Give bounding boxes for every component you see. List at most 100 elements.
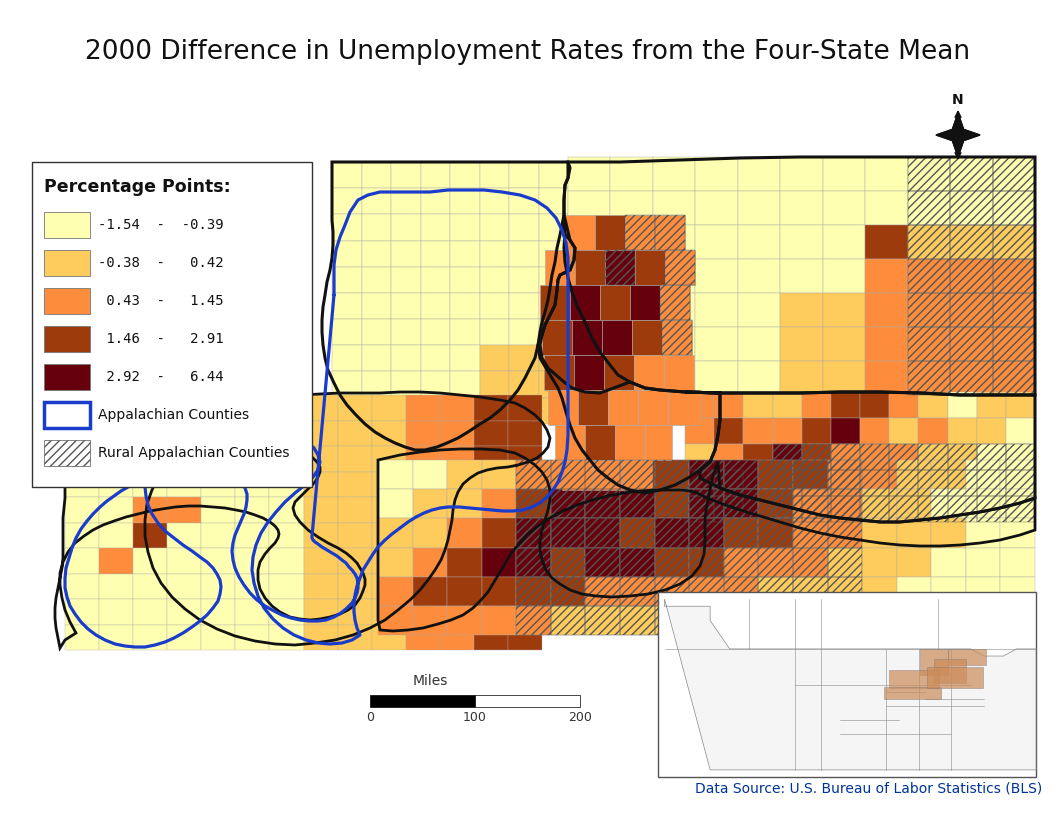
- Bar: [793, 548, 828, 577]
- Bar: [406, 599, 439, 624]
- Text: Miles: Miles: [412, 674, 448, 688]
- Bar: [714, 444, 743, 470]
- Bar: [620, 518, 655, 548]
- Polygon shape: [555, 425, 585, 460]
- Bar: [695, 327, 738, 361]
- Bar: [897, 548, 931, 577]
- Bar: [539, 319, 568, 345]
- Bar: [860, 444, 889, 470]
- Bar: [509, 293, 539, 319]
- Bar: [65, 395, 99, 420]
- Bar: [831, 444, 860, 470]
- Bar: [133, 497, 167, 522]
- Bar: [413, 548, 447, 577]
- Bar: [966, 460, 1000, 489]
- Polygon shape: [665, 250, 695, 285]
- Bar: [65, 472, 99, 497]
- Bar: [993, 327, 1035, 361]
- Bar: [931, 460, 966, 489]
- Bar: [378, 489, 413, 518]
- Bar: [585, 605, 620, 635]
- Bar: [439, 472, 474, 497]
- Bar: [977, 470, 1005, 496]
- Bar: [620, 489, 655, 518]
- Polygon shape: [585, 425, 615, 460]
- Polygon shape: [958, 113, 980, 157]
- Bar: [655, 548, 690, 577]
- Polygon shape: [542, 320, 572, 355]
- Bar: [551, 460, 585, 489]
- Bar: [780, 259, 823, 293]
- Bar: [420, 188, 450, 215]
- Bar: [947, 444, 977, 470]
- Bar: [690, 460, 723, 489]
- Bar: [99, 599, 133, 624]
- Bar: [391, 267, 420, 293]
- Bar: [516, 460, 551, 489]
- Bar: [758, 548, 793, 577]
- Bar: [167, 395, 202, 420]
- Bar: [65, 599, 99, 624]
- Bar: [509, 162, 539, 188]
- Polygon shape: [884, 686, 941, 698]
- Bar: [516, 605, 551, 635]
- Bar: [908, 225, 950, 259]
- Bar: [338, 497, 372, 522]
- Bar: [474, 472, 508, 497]
- Bar: [303, 574, 338, 599]
- Bar: [406, 497, 439, 522]
- Bar: [332, 397, 361, 424]
- Bar: [303, 420, 338, 446]
- Bar: [966, 548, 1000, 577]
- Bar: [361, 162, 391, 188]
- Bar: [413, 577, 447, 605]
- Bar: [99, 548, 133, 574]
- Bar: [479, 267, 509, 293]
- Bar: [332, 293, 361, 319]
- Bar: [167, 548, 202, 574]
- Bar: [931, 489, 966, 518]
- Bar: [743, 496, 773, 522]
- Bar: [690, 489, 723, 518]
- Bar: [950, 225, 993, 259]
- Bar: [610, 225, 653, 259]
- Bar: [551, 548, 585, 577]
- Bar: [977, 496, 1005, 522]
- Bar: [99, 522, 133, 548]
- Bar: [908, 225, 950, 259]
- Polygon shape: [662, 320, 692, 355]
- Bar: [908, 293, 950, 327]
- Bar: [44, 212, 90, 238]
- Bar: [361, 345, 391, 371]
- Bar: [908, 259, 950, 293]
- Bar: [908, 259, 950, 293]
- Bar: [391, 319, 420, 345]
- Bar: [908, 191, 950, 225]
- Bar: [133, 395, 167, 420]
- Bar: [831, 470, 860, 496]
- Bar: [950, 293, 993, 327]
- Bar: [332, 188, 361, 215]
- Bar: [391, 293, 420, 319]
- Bar: [332, 241, 361, 267]
- Bar: [372, 420, 406, 446]
- Bar: [831, 496, 860, 522]
- Polygon shape: [645, 425, 672, 460]
- Bar: [780, 157, 823, 191]
- Bar: [32, 162, 312, 487]
- Polygon shape: [592, 460, 622, 490]
- Bar: [450, 293, 479, 319]
- Bar: [235, 599, 269, 624]
- Bar: [539, 293, 568, 319]
- Bar: [690, 605, 723, 635]
- Bar: [551, 489, 585, 518]
- Bar: [420, 424, 450, 450]
- Bar: [361, 241, 391, 267]
- Bar: [167, 522, 202, 548]
- Bar: [303, 599, 338, 624]
- Bar: [439, 395, 474, 420]
- Text: 200: 200: [568, 711, 592, 724]
- Bar: [1000, 460, 1035, 489]
- Bar: [479, 293, 509, 319]
- Bar: [508, 395, 542, 420]
